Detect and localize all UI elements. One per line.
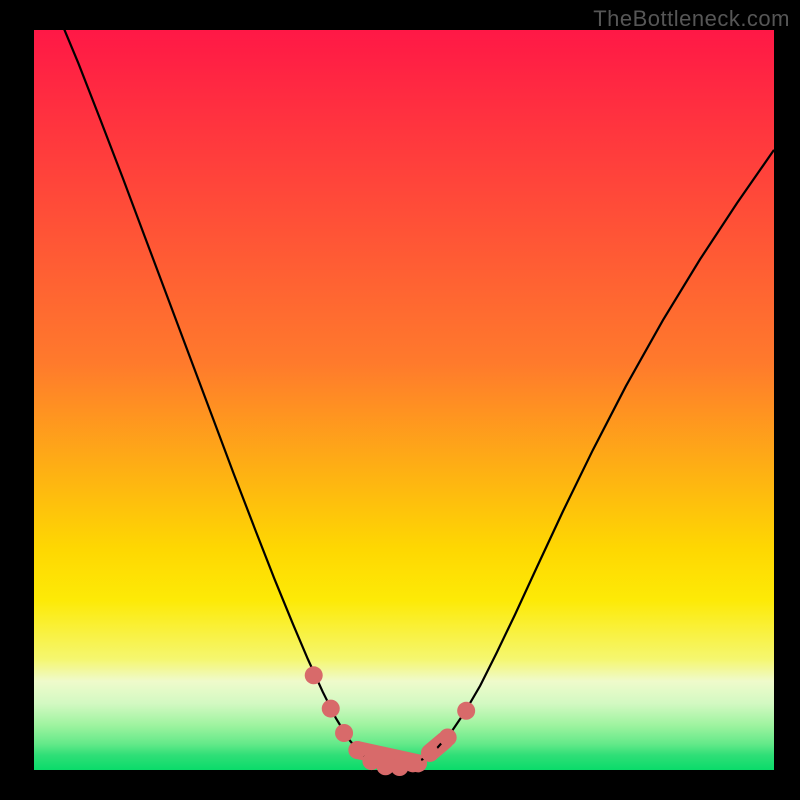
chart-container: TheBottleneck.com (0, 0, 800, 800)
watermark-text: TheBottleneck.com (593, 6, 790, 32)
plot-gradient-background (34, 30, 774, 770)
